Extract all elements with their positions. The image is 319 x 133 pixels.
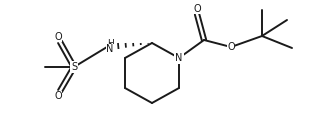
Text: N: N <box>175 53 183 63</box>
Text: O: O <box>54 91 62 101</box>
Text: O: O <box>54 32 62 42</box>
Text: O: O <box>227 42 235 52</box>
Text: S: S <box>71 62 77 72</box>
Text: N: N <box>106 44 114 54</box>
Text: O: O <box>193 4 201 14</box>
Text: H: H <box>107 38 113 47</box>
